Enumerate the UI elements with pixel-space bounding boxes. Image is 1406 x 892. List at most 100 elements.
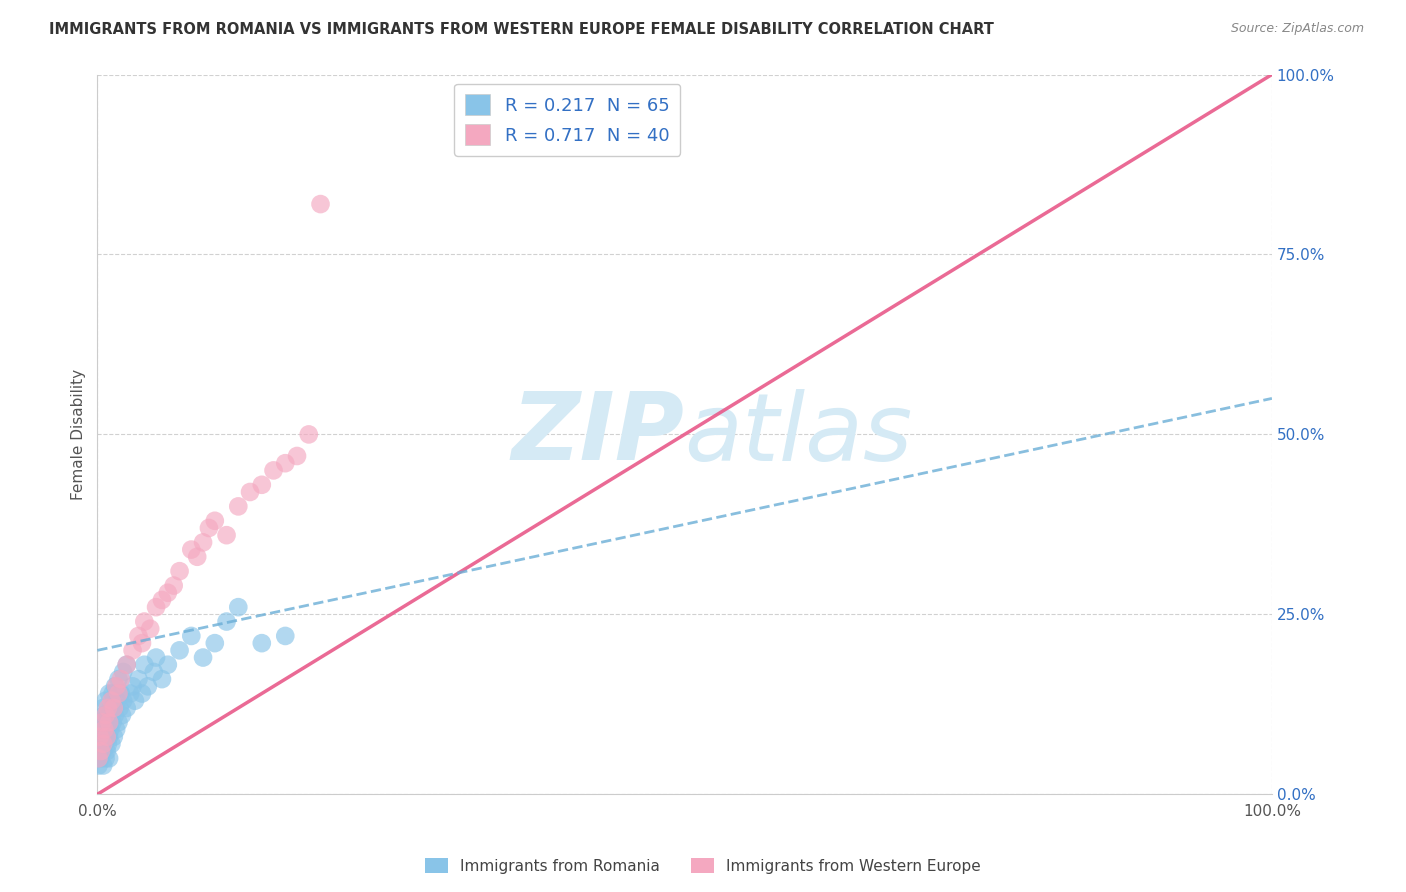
Point bbox=[98, 708, 121, 723]
Point bbox=[98, 730, 121, 744]
Point bbox=[134, 657, 156, 672]
Point bbox=[139, 622, 162, 636]
Point bbox=[93, 737, 115, 751]
Point bbox=[110, 686, 132, 700]
Point bbox=[103, 701, 125, 715]
Point bbox=[180, 542, 202, 557]
Point bbox=[163, 578, 186, 592]
Point bbox=[97, 737, 120, 751]
Point bbox=[91, 701, 114, 715]
Point bbox=[97, 708, 120, 723]
Point bbox=[105, 723, 128, 737]
Point bbox=[145, 650, 167, 665]
Point bbox=[96, 715, 118, 730]
Point bbox=[115, 701, 138, 715]
Point bbox=[98, 723, 121, 737]
Point bbox=[91, 744, 114, 758]
Point bbox=[98, 686, 121, 700]
Point bbox=[98, 715, 121, 730]
Point bbox=[94, 723, 117, 737]
Point bbox=[90, 751, 112, 765]
Point bbox=[90, 723, 112, 737]
Point bbox=[91, 730, 114, 744]
Text: atlas: atlas bbox=[685, 389, 912, 480]
Point bbox=[91, 715, 114, 730]
Point bbox=[100, 694, 122, 708]
Point bbox=[274, 456, 297, 470]
Point bbox=[115, 657, 138, 672]
Point bbox=[87, 751, 110, 765]
Point bbox=[204, 636, 226, 650]
Point bbox=[91, 737, 114, 751]
Point bbox=[250, 477, 273, 491]
Point bbox=[94, 708, 117, 723]
Point bbox=[100, 737, 122, 751]
Point bbox=[120, 686, 142, 700]
Point bbox=[134, 615, 156, 629]
Point bbox=[180, 629, 202, 643]
Point bbox=[101, 686, 124, 700]
Point bbox=[250, 636, 273, 650]
Point bbox=[91, 744, 114, 758]
Legend: Immigrants from Romania, Immigrants from Western Europe: Immigrants from Romania, Immigrants from… bbox=[419, 852, 987, 880]
Point bbox=[131, 636, 153, 650]
Point bbox=[127, 629, 149, 643]
Point bbox=[90, 744, 112, 758]
Point bbox=[274, 629, 297, 643]
Point bbox=[93, 723, 115, 737]
Point bbox=[215, 615, 238, 629]
Point bbox=[101, 715, 124, 730]
Point bbox=[100, 701, 122, 715]
Point bbox=[91, 715, 114, 730]
Point bbox=[89, 730, 111, 744]
Point bbox=[124, 694, 146, 708]
Point bbox=[96, 744, 118, 758]
Point bbox=[89, 730, 111, 744]
Point bbox=[156, 586, 179, 600]
Point bbox=[169, 643, 191, 657]
Point bbox=[285, 449, 308, 463]
Point bbox=[105, 679, 128, 693]
Point bbox=[87, 758, 110, 772]
Point bbox=[108, 701, 131, 715]
Point bbox=[93, 708, 115, 723]
Point bbox=[191, 535, 214, 549]
Point bbox=[115, 657, 138, 672]
Point bbox=[150, 672, 173, 686]
Text: ZIP: ZIP bbox=[512, 388, 685, 481]
Point bbox=[97, 701, 120, 715]
Point bbox=[105, 694, 128, 708]
Point bbox=[169, 564, 191, 578]
Point bbox=[145, 600, 167, 615]
Point bbox=[98, 751, 121, 765]
Point bbox=[91, 715, 114, 730]
Point bbox=[186, 549, 208, 564]
Point bbox=[94, 751, 117, 765]
Point bbox=[263, 463, 285, 477]
Point bbox=[112, 665, 135, 679]
Point bbox=[87, 751, 110, 765]
Point bbox=[121, 643, 143, 657]
Point bbox=[104, 708, 127, 723]
Point bbox=[107, 686, 129, 700]
Point bbox=[142, 665, 165, 679]
Point bbox=[111, 708, 134, 723]
Point bbox=[226, 600, 249, 615]
Point bbox=[150, 593, 173, 607]
Point bbox=[156, 657, 179, 672]
Text: Source: ZipAtlas.com: Source: ZipAtlas.com bbox=[1230, 22, 1364, 36]
Point bbox=[309, 197, 332, 211]
Point bbox=[198, 521, 221, 535]
Point bbox=[112, 694, 135, 708]
Point bbox=[90, 737, 112, 751]
Point bbox=[136, 679, 159, 693]
Point bbox=[215, 528, 238, 542]
Point bbox=[131, 686, 153, 700]
Point bbox=[298, 427, 321, 442]
Point bbox=[89, 744, 111, 758]
Point bbox=[96, 730, 118, 744]
Point bbox=[204, 514, 226, 528]
Point bbox=[239, 485, 262, 500]
Point bbox=[226, 500, 249, 514]
Text: IMMIGRANTS FROM ROMANIA VS IMMIGRANTS FROM WESTERN EUROPE FEMALE DISABILITY CORR: IMMIGRANTS FROM ROMANIA VS IMMIGRANTS FR… bbox=[49, 22, 994, 37]
